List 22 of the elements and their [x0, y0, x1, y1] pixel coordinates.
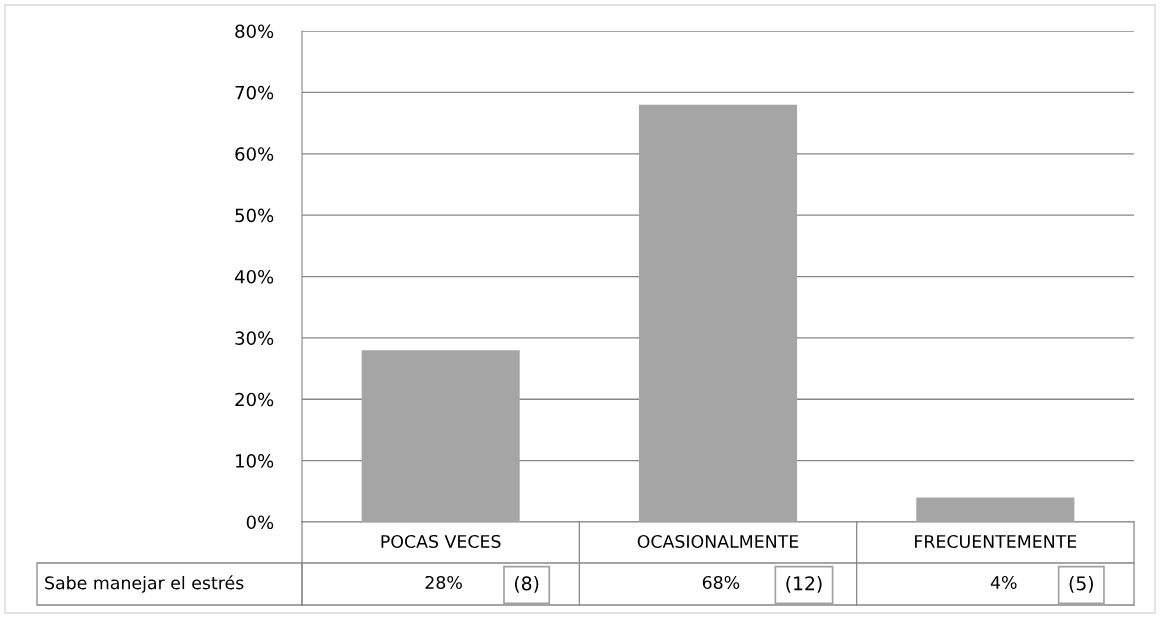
- bar: [638, 104, 798, 522]
- x-tick-label: OCASIONALMENTE: [637, 534, 799, 549]
- x-tick-label: POCAS VECES: [381, 534, 501, 549]
- data-label: 4%: [990, 575, 1017, 590]
- y-tick-label: 70%: [235, 85, 274, 100]
- y-tick-label: 10%: [236, 454, 274, 468]
- data-label: 68%: [702, 575, 740, 590]
- data-label: 28%: [425, 575, 462, 590]
- bar: [361, 350, 520, 522]
- bar: [916, 497, 1075, 522]
- y-tick-label: 0%: [246, 515, 274, 530]
- y-tick-label: 50%: [235, 208, 274, 223]
- x-tick-label: FRECUENTEMENTE: [915, 534, 1077, 549]
- text: (5): [1069, 575, 1093, 593]
- text: (12): [786, 575, 822, 593]
- y-tick-label: 20%: [235, 392, 274, 407]
- text: Sabe manejar el estrés: [45, 575, 244, 593]
- y-tick-label: 40%: [234, 269, 274, 284]
- text: (8): [514, 575, 539, 593]
- y-tick-label: 80%: [235, 24, 274, 39]
- y-tick-label: 30%: [235, 331, 274, 345]
- y-tick-label: 60%: [235, 147, 274, 161]
